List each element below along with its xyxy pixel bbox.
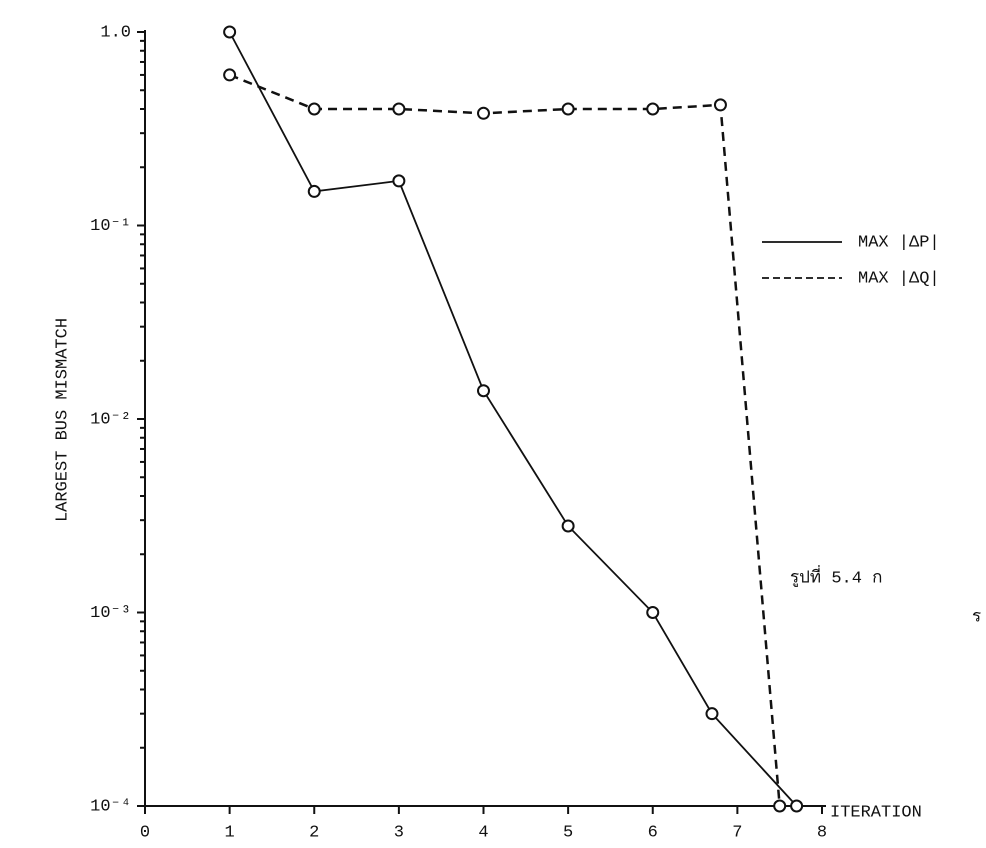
caption: รูปที่ 5.4 ก bbox=[790, 564, 882, 588]
x-axis-label: ITERATION bbox=[830, 803, 922, 822]
x-tick-label: 3 bbox=[394, 823, 404, 842]
point bbox=[713, 98, 727, 112]
point bbox=[646, 102, 660, 116]
point bbox=[307, 102, 321, 116]
legend-label: MAX |ΔP| bbox=[858, 233, 940, 252]
y-tick-label: 1.0 bbox=[100, 23, 131, 42]
x-tick-label: 7 bbox=[732, 823, 742, 842]
point bbox=[790, 799, 804, 813]
point bbox=[773, 799, 787, 813]
point bbox=[392, 174, 406, 188]
y-tick-label: 10⁻³ bbox=[90, 604, 131, 623]
x-tick-label: 6 bbox=[648, 823, 658, 842]
caption: ร bbox=[972, 608, 981, 627]
x-tick-label: 4 bbox=[478, 823, 488, 842]
point bbox=[561, 102, 575, 116]
series-line bbox=[229, 73, 781, 807]
series-line bbox=[228, 31, 798, 807]
x-tick-label: 0 bbox=[140, 823, 150, 842]
point bbox=[223, 25, 237, 39]
point bbox=[477, 384, 490, 398]
x-tick-label: 5 bbox=[563, 823, 573, 842]
y-tick-label: 10⁻² bbox=[90, 410, 131, 429]
x-tick-label: 2 bbox=[309, 823, 319, 842]
x-tick-label: 1 bbox=[225, 823, 235, 842]
y-axis-label: LARGEST BUS MISMATCH bbox=[53, 318, 72, 522]
point bbox=[646, 606, 660, 619]
point bbox=[705, 707, 719, 721]
point bbox=[477, 106, 490, 120]
x-tick-label: 8 bbox=[817, 823, 827, 842]
point bbox=[561, 519, 575, 533]
point bbox=[223, 68, 237, 82]
point bbox=[392, 102, 406, 116]
legend-label: MAX |ΔQ| bbox=[858, 269, 940, 288]
y-tick-label: 10⁻¹ bbox=[90, 217, 131, 236]
y-tick-label: 10⁻⁴ bbox=[90, 797, 131, 816]
point bbox=[307, 184, 321, 198]
